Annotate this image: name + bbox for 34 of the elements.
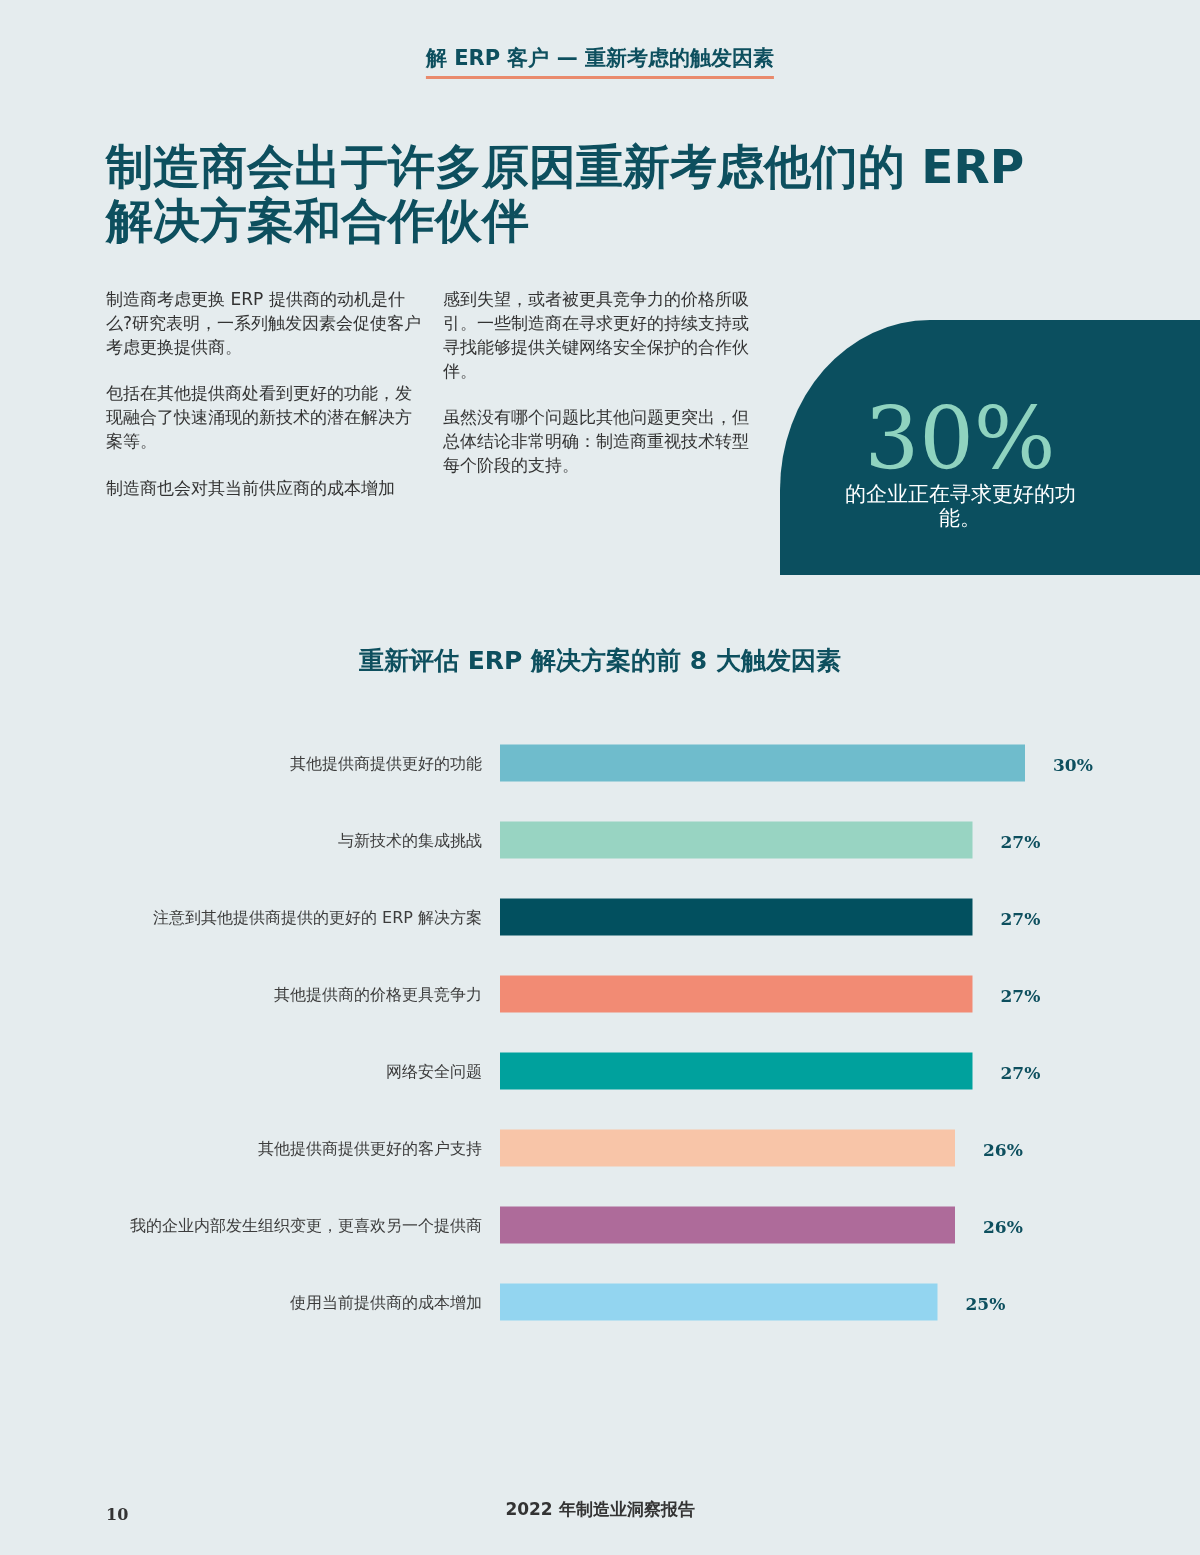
y-tick-label: 其他提供商的价格更具竞争力 [274,985,482,1004]
text: 感到失望，或者被更具竞争力的价格所吸引。一些制造商在寻求更好的持续支持或寻找能够提供关键网络安全保护的合作伙伴。 [443,288,750,383]
data-label: 27% [1000,1063,1041,1083]
text: 制造商也会对其当前供应商的成本增加 [106,477,396,500]
bar [500,975,973,1013]
bar [500,898,973,936]
y-tick-label: 网络安全问题 [386,1062,482,1081]
data-label: 27% [1000,986,1041,1006]
bar [500,821,973,859]
text: 10 [106,1505,129,1524]
text: 制造商会出于许多原因重新考虑他们的 ERP 解决方案和合作伙伴 [106,139,1026,248]
text: 制造商考虑更换 ERP 提供商的动机是什么?研究表明，一系列触发因素会促使客户考虑更换提供商。 [106,288,423,359]
text: 解 ERP 客户 — 重新考虑的触发因素 [425,44,775,79]
y-tick-label: 其他提供商提供更好的客户支持 [258,1139,482,1158]
bar [500,1283,938,1321]
bar [500,1206,955,1244]
y-tick-label: 我的企业内部发生组织变更，更喜欢另一个提供商 [130,1216,482,1235]
y-tick-label: 注意到其他提供商提供的更好的 ERP 解决方案 [152,908,482,927]
bar [500,1129,955,1167]
data-label: 26% [983,1140,1023,1160]
data-label: 26% [983,1217,1023,1237]
y-tick-label: 与新技术的集成挑战 [338,831,482,850]
text: 包括在其他提供商处看到更好的功能，发现融合了快速涌现的新技术的潜在解决方案等。 [106,382,413,453]
text: 2022 年制造业洞察报告 [505,1499,695,1519]
text: 虽然没有哪个问题比其他问题更突出，但总体结论非常明确：制造商重视技术转型每个阶段的支持。 [443,406,750,477]
data-label: 27% [1000,909,1041,929]
y-tick-label: 使用当前提供商的成本增加 [290,1293,482,1312]
data-label: 25% [965,1294,1006,1314]
bar [500,744,1025,782]
chart-title: 重新评估 ERP 解决方案的前 8 大触发因素 [358,645,842,677]
y-tick-label: 其他提供商提供更好的功能 [290,754,482,773]
bar [500,1052,973,1090]
data-label: 30% [1053,755,1093,775]
data-label: 27% [1000,832,1041,852]
